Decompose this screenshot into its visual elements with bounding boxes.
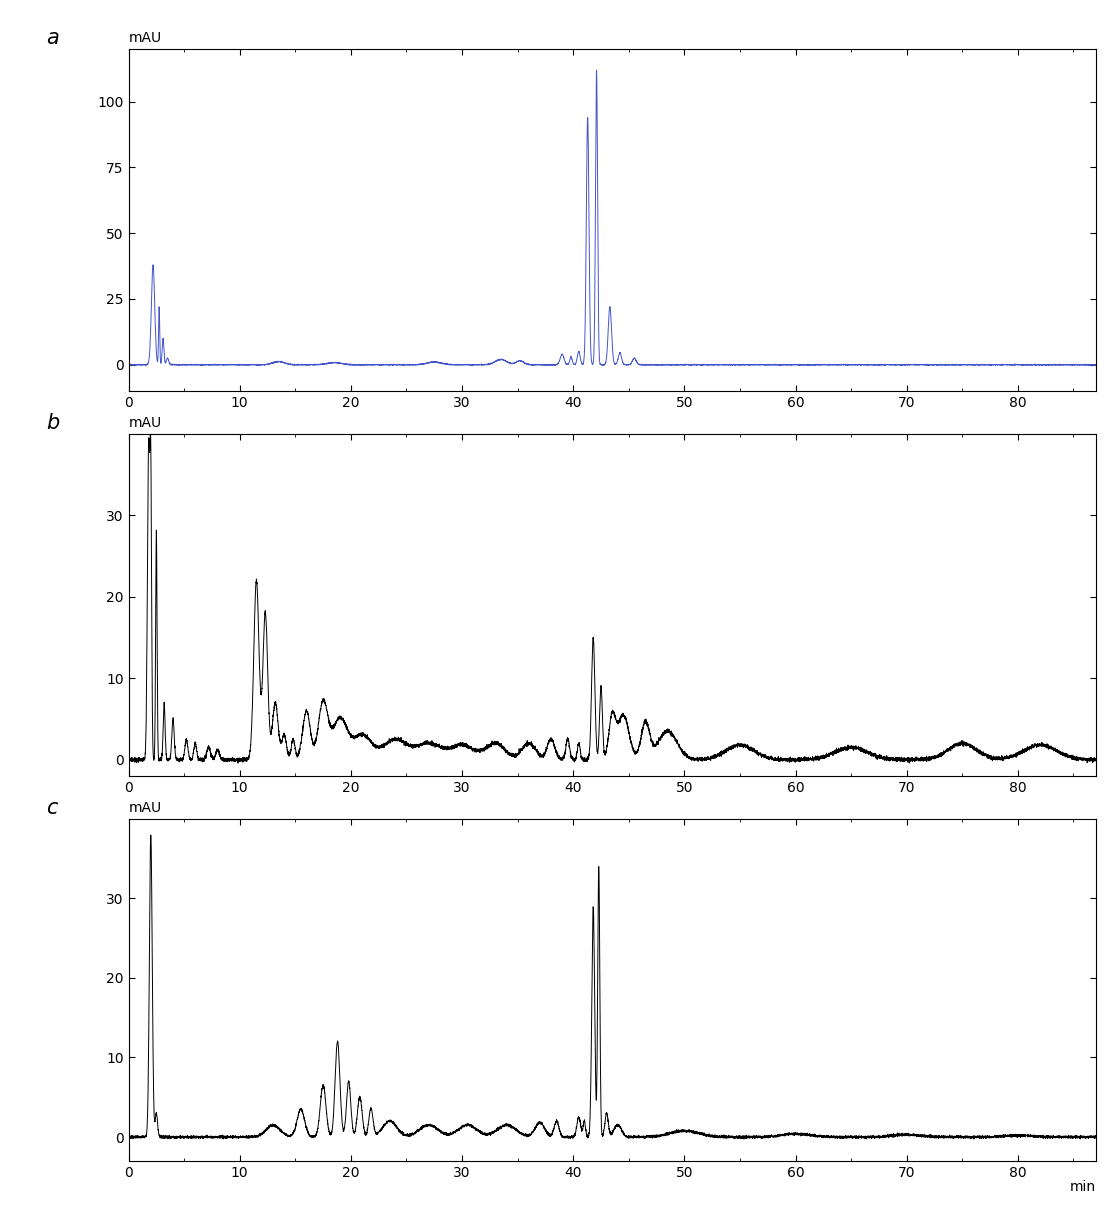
Text: c: c <box>46 798 58 819</box>
Text: mAU: mAU <box>129 32 162 45</box>
Text: a: a <box>46 28 59 49</box>
Text: mAU: mAU <box>129 802 162 815</box>
Text: mAU: mAU <box>129 417 162 430</box>
Text: b: b <box>46 413 59 434</box>
Text: min: min <box>1070 1179 1096 1194</box>
